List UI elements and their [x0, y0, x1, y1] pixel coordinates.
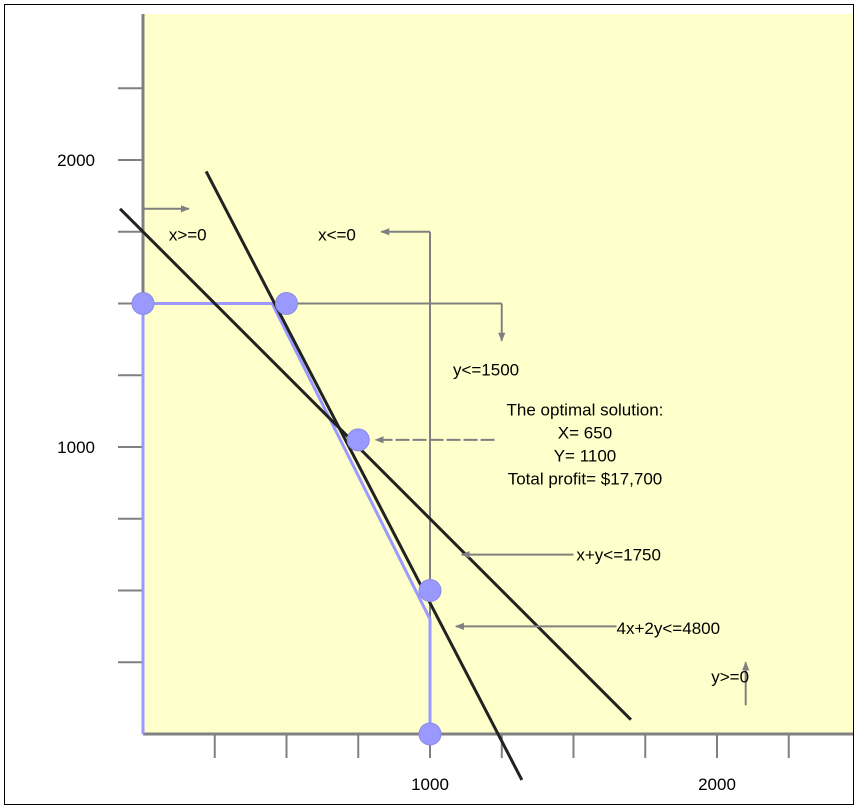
optimal-solution-line: X= 650 [558, 424, 612, 443]
corner-point [346, 428, 370, 452]
y-tick-label: 2000 [57, 151, 95, 170]
x-tick-label: 2000 [698, 775, 736, 794]
constraint-line [118, 207, 632, 721]
constraint-label: x<=0 [318, 226, 356, 245]
constraint-line [204, 170, 524, 781]
optimal-solution-line: Y= 1100 [554, 447, 617, 466]
y-tick-label: 1000 [57, 438, 95, 457]
constraint-label: y<=1500 [453, 361, 519, 380]
x-tick-label: 1000 [411, 775, 449, 794]
constraint-label: x+y<=1750 [576, 546, 661, 565]
plot-background [143, 14, 853, 734]
corner-point [275, 292, 298, 315]
optimal-solution-line: Total profit= $17,700 [508, 470, 663, 489]
corner-point [418, 722, 442, 746]
corner-point [418, 579, 442, 602]
feasible-region [141, 302, 432, 734]
constraint-label: y>=0 [711, 668, 749, 687]
corner-point [131, 292, 155, 315]
constraint-label: x>=0 [169, 226, 207, 245]
optimal-solution-line: The optimal solution: [507, 401, 664, 420]
constraint-label: 4x+2y<=4800 [617, 619, 721, 638]
